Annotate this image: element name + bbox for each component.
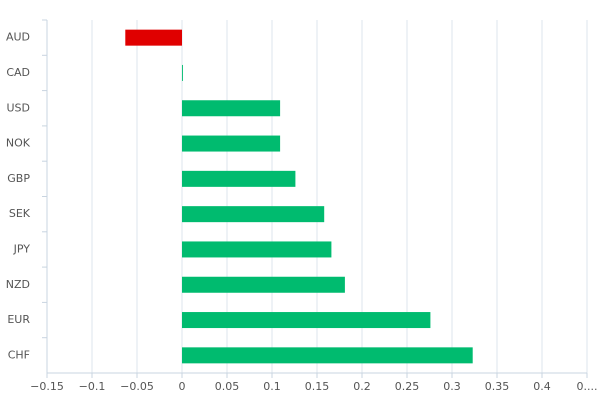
x-tick-label: 0.4: [533, 380, 551, 393]
y-tick-label: AUD: [6, 31, 30, 44]
x-tick-label: 0: [179, 380, 186, 393]
x-tick-label: 0.05: [215, 380, 240, 393]
x-tick-label: 0.25: [395, 380, 420, 393]
x-tick-label: 0.3: [443, 380, 461, 393]
bar: [182, 100, 281, 117]
bar: [182, 241, 332, 258]
y-tick-label: NZD: [6, 278, 30, 291]
y-tick-label: USD: [6, 101, 30, 114]
x-tick-label: 0.15: [305, 380, 330, 393]
bar: [182, 170, 296, 187]
x-tick-label: −0.05: [120, 380, 154, 393]
y-tick-label: SEK: [9, 207, 31, 220]
bar: [182, 276, 345, 293]
y-tick-label: JPY: [13, 242, 31, 255]
y-tick-label: CAD: [6, 66, 30, 79]
x-tick-label: −0.15: [30, 380, 64, 393]
bar: [182, 312, 431, 329]
bar: [182, 206, 325, 223]
x-tick-label: 0.35: [485, 380, 510, 393]
y-tick-label: EUR: [7, 313, 30, 326]
x-tick-label: 0....: [577, 380, 598, 393]
bar: [125, 29, 182, 46]
x-tick-label: −0.1: [79, 380, 106, 393]
x-tick-label: 0.2: [353, 380, 371, 393]
y-tick-label: CHF: [8, 348, 30, 361]
y-tick-label: GBP: [7, 172, 30, 185]
bar: [182, 347, 473, 364]
bar: [182, 135, 281, 152]
bar: [182, 64, 183, 81]
y-tick-label: NOK: [6, 137, 31, 150]
x-tick-label: 0.1: [263, 380, 281, 393]
